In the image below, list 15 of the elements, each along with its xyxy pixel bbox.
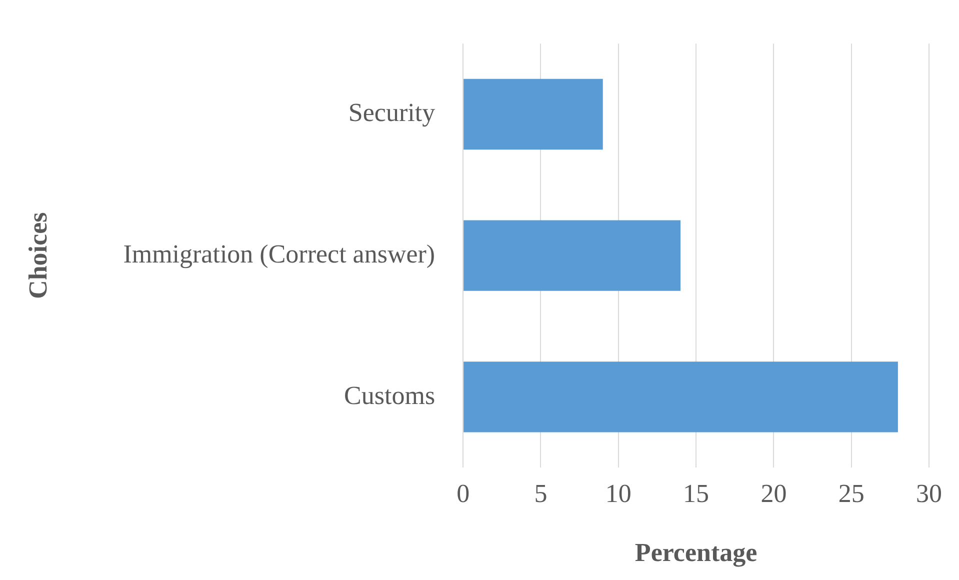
x-tick-label: 5 — [534, 479, 548, 508]
y-tick-label: Security — [348, 98, 436, 128]
y-axis-title: Choices — [23, 212, 52, 299]
x-tick-label: 0 — [456, 479, 470, 508]
x-tick-label: 20 — [760, 479, 787, 508]
x-tick-label: 30 — [916, 479, 942, 508]
y-tick-label: Customs — [344, 380, 436, 410]
bar — [464, 78, 603, 150]
x-tick-label: 10 — [605, 479, 632, 508]
x-axis-title: Percentage — [634, 538, 758, 568]
bar — [464, 220, 681, 291]
y-tick-label: Immigration (Correct answer) — [123, 239, 436, 268]
bar — [464, 362, 898, 432]
x-tick-label: 15 — [683, 479, 710, 508]
x-tick-label: 25 — [838, 479, 864, 508]
